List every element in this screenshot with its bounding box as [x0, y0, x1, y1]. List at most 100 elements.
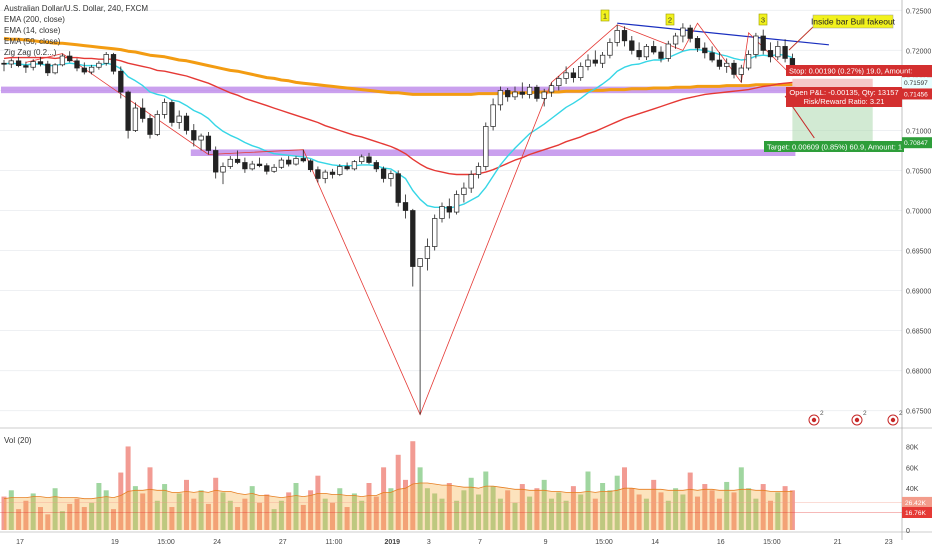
candle-up [198, 135, 204, 141]
volume-tag-text: 16.76K [905, 510, 927, 517]
price-tick-label: 0.69500 [906, 249, 931, 256]
legend-zigzag[interactable]: Zig Zag (0.2...) [4, 48, 57, 57]
candle-up [52, 64, 58, 74]
candle-up [96, 62, 102, 68]
legend-ema200[interactable]: EMA (200, close) [4, 15, 65, 24]
volume-bar [622, 467, 627, 530]
candle-down [767, 50, 774, 58]
candle-up [439, 206, 445, 219]
candle-down [687, 27, 693, 39]
candle-down [731, 62, 737, 75]
annotation-callout[interactable]: Inside bar Bull fakeout [788, 14, 896, 51]
volume-bar [775, 492, 781, 530]
candle-down [23, 65, 29, 68]
wave-label-3: 3 [758, 13, 768, 26]
volume-bar [753, 498, 759, 530]
ema50-path [3, 56, 793, 176]
time-tick-label: 3 [427, 539, 431, 546]
volume-bar [614, 475, 620, 530]
volume-bar [556, 492, 562, 530]
candle-down [373, 162, 379, 170]
candle-up [753, 35, 759, 55]
volume-bar [67, 503, 73, 530]
volume-bar [373, 496, 379, 530]
svg-text:Inside bar Bull fakeout: Inside bar Bull fakeout [811, 17, 896, 27]
svg-text:3: 3 [761, 16, 765, 25]
time-axis[interactable]: 17 19 15:00 24 27 11:00 2019 3 7 9 15:00 14 16 15:00 2… [16, 539, 893, 546]
price-tag-bg [902, 77, 932, 89]
volume-bar [74, 498, 80, 530]
candle-down [118, 70, 124, 93]
volume-bar [782, 486, 788, 530]
wave-label-1: 1 [600, 9, 610, 22]
volume-bar [125, 446, 131, 530]
volume-bar [59, 511, 65, 530]
volume-bar [760, 484, 766, 530]
volume-bar [673, 488, 679, 530]
volume-bar [293, 483, 299, 530]
volume-bar [81, 507, 87, 530]
volume-bar [468, 477, 474, 530]
time-tick-label: 27 [279, 539, 287, 546]
candle-down [446, 206, 452, 213]
candle-up [738, 67, 744, 75]
time-tick-label: 16 [717, 539, 725, 546]
time-tick-label: 15:00 [595, 539, 613, 546]
volume-bar [534, 488, 540, 530]
volume-bar [651, 479, 657, 530]
price-tag-bg [902, 88, 932, 100]
candle-up [161, 102, 168, 115]
candle-down [169, 102, 175, 123]
svg-text:Target: 0.00609 (0.85%) 60.9,: Target: 0.00609 (0.85%) 60.9, Amount: 1 [767, 143, 902, 152]
volume-bar [381, 467, 387, 530]
svg-text:Open P&L: -0.00135, Qty: 13157: Open P&L: -0.00135, Qty: 13157 [789, 88, 898, 97]
volume-bar [147, 467, 153, 530]
candle-up [563, 72, 569, 79]
candle-up [724, 62, 730, 67]
volume-bar [643, 498, 649, 530]
svg-text:Risk/Reward Ratio: 3.21: Risk/Reward Ratio: 3.21 [804, 97, 885, 106]
volume-bar [716, 498, 722, 530]
volume-bar [227, 500, 233, 530]
price-tick-label: 0.72000 [906, 48, 931, 55]
price-tick-label: 0.71000 [906, 128, 931, 135]
time-tick-label: 19 [111, 539, 119, 546]
volume-bar [687, 472, 693, 530]
volume-bar [600, 483, 606, 530]
candle-up [599, 54, 606, 64]
volume-bar [132, 486, 138, 530]
volume-bar [592, 498, 598, 530]
volume-bar [483, 471, 489, 530]
candle-up [132, 107, 139, 131]
event-icon[interactable]: 2 [808, 410, 824, 426]
legend-ema50[interactable]: EMA (50, close) [4, 37, 61, 46]
target-label: Target: 0.00609 (0.85%) 60.9, Amount: 1 [764, 141, 904, 152]
volume-bar [337, 488, 343, 530]
candle-down [45, 63, 51, 74]
event-icon[interactable]: 2 [851, 410, 867, 426]
candle-down [366, 156, 372, 163]
volume-bar [249, 486, 255, 530]
chart-title: Australian Dollar/U.S. Dollar, 240, FXCM [4, 4, 149, 13]
volume-bar [118, 472, 124, 530]
candle-down [81, 67, 87, 73]
event-icon[interactable]: 2 [887, 410, 903, 426]
candle-down [307, 160, 314, 171]
legend-ema14[interactable]: EMA (14, close) [4, 26, 61, 35]
volume-bar [162, 484, 168, 530]
candle-down [286, 159, 292, 165]
candle-up [103, 54, 109, 64]
volume-bar [519, 484, 525, 530]
candle-up [337, 166, 343, 175]
legend-volume[interactable]: Vol (20) [4, 436, 32, 445]
volume-bar [665, 500, 671, 530]
volume-bar [8, 490, 14, 530]
volume-bar [789, 490, 795, 530]
candle-up [388, 173, 394, 179]
time-tick-label: 21 [834, 539, 842, 546]
candle-up [453, 194, 460, 213]
candle-down [395, 173, 401, 203]
candle-down [380, 168, 387, 179]
volume-bar [242, 498, 248, 530]
